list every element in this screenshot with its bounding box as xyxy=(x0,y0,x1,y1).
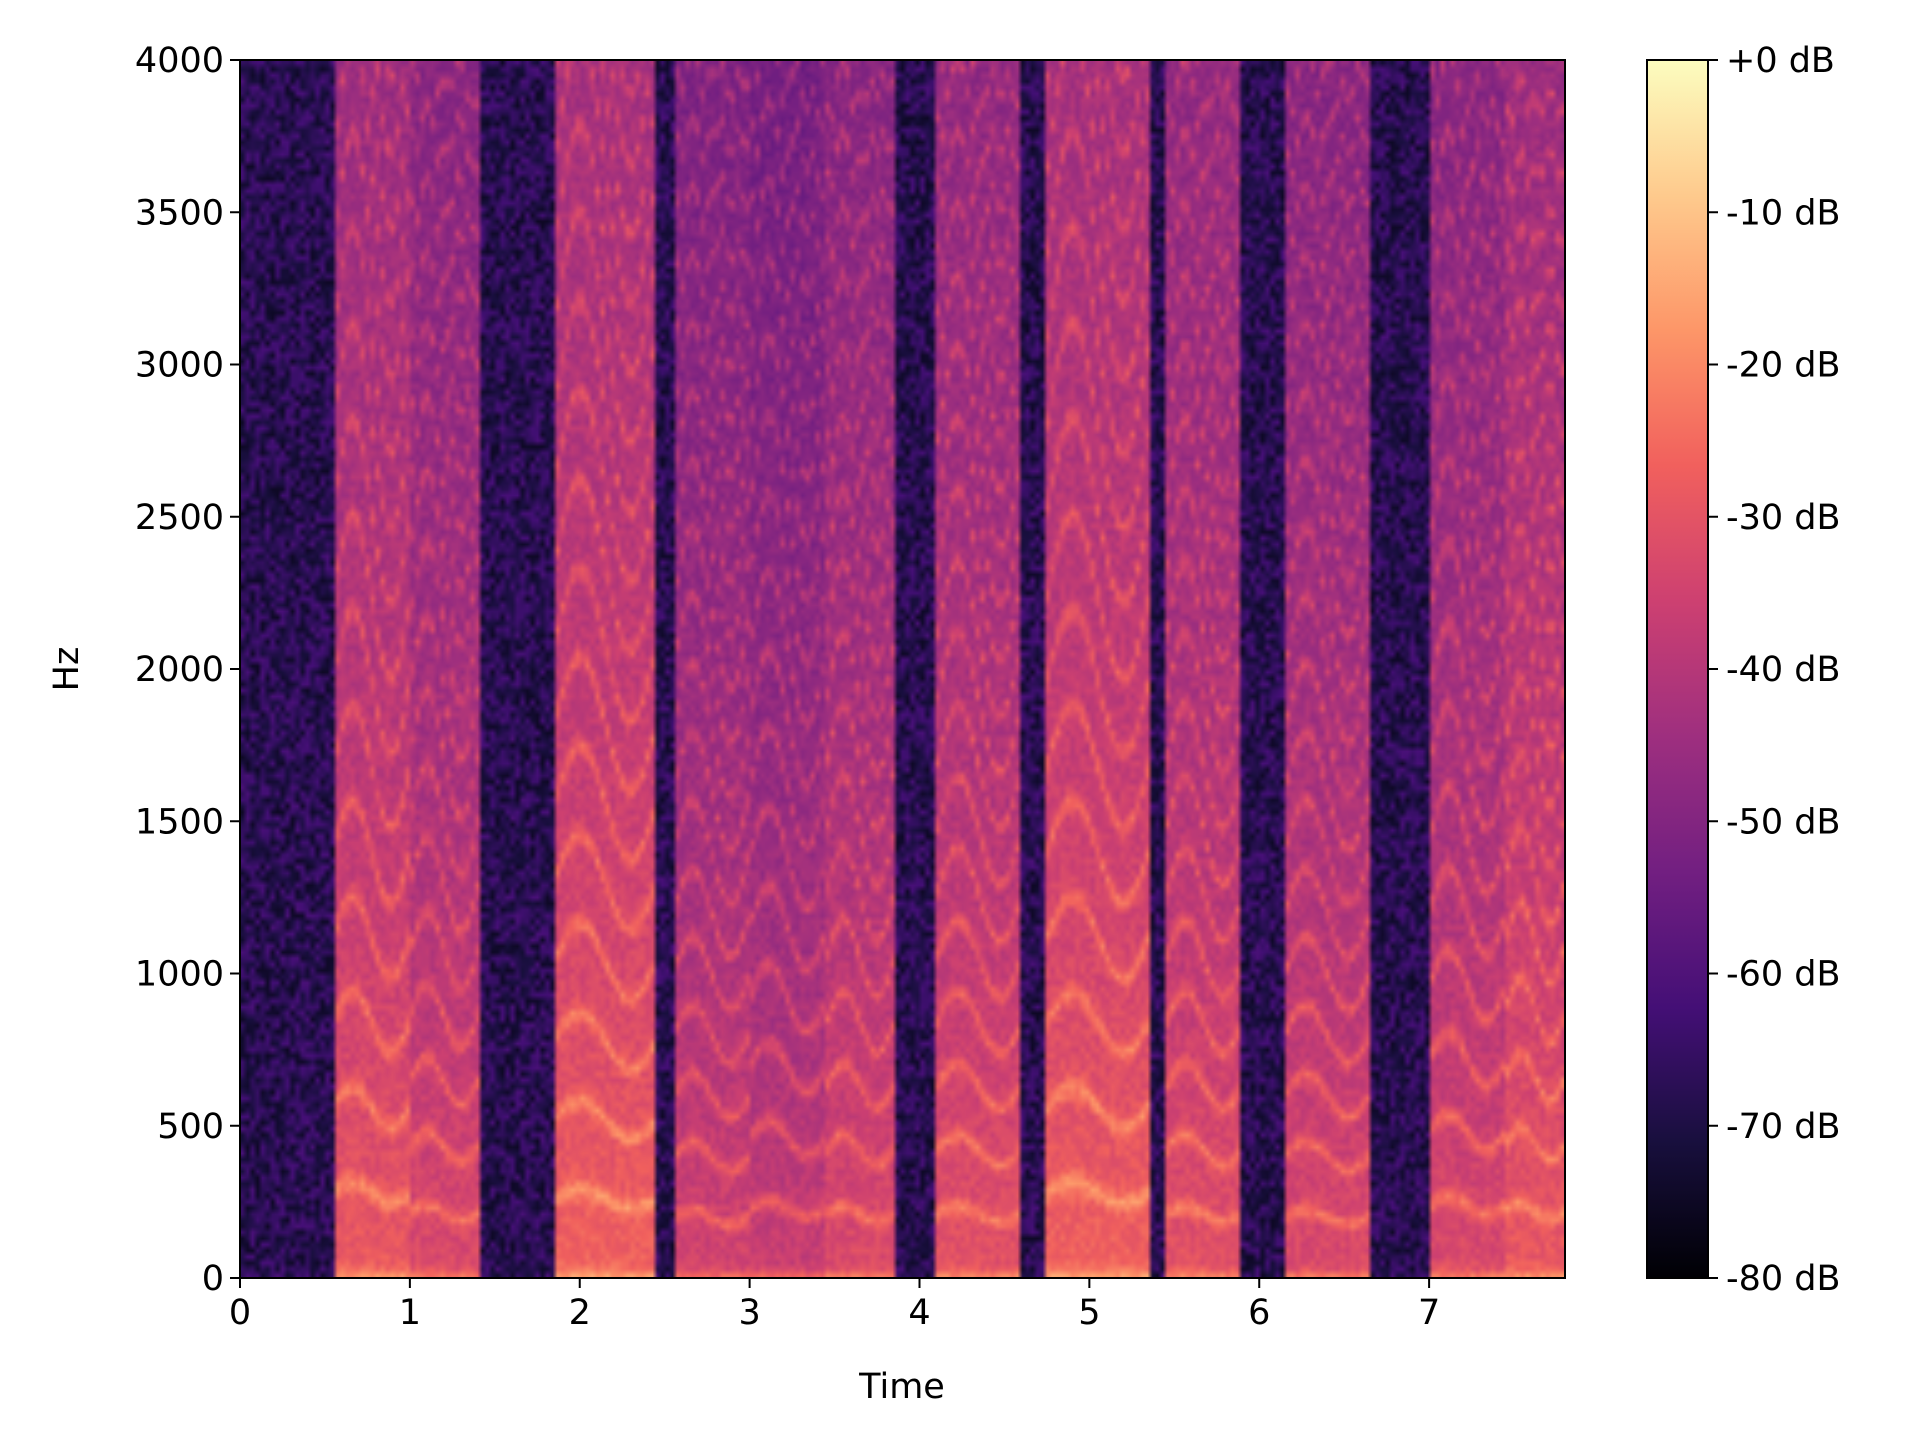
colorbar-gradient xyxy=(1646,59,1709,1279)
x-tick-label: 1 xyxy=(399,1293,421,1333)
colorbar-tick-label: -60 dB xyxy=(1726,955,1841,995)
spectrogram-heatmap xyxy=(240,60,1565,1278)
colorbar-tick-label: +0 dB xyxy=(1726,41,1835,81)
colorbar-tick-label: -20 dB xyxy=(1726,346,1841,386)
y-tick-label: 3000 xyxy=(135,346,224,386)
x-tick-label: 0 xyxy=(229,1293,251,1333)
y-tick-label: 500 xyxy=(157,1107,224,1147)
y-tick-label: 2000 xyxy=(135,650,224,690)
x-axis: 0 1 2 3 4 5 6 7 xyxy=(229,1278,1440,1333)
x-tick-label: 2 xyxy=(569,1293,591,1333)
y-axis-label: Hz xyxy=(47,647,87,692)
x-axis-label: Time xyxy=(858,1367,945,1407)
y-tick-label: 4000 xyxy=(135,41,224,81)
spectrogram-image xyxy=(240,60,1565,1278)
colorbar-tick-label: -70 dB xyxy=(1726,1107,1841,1147)
colorbar-tick-label: -30 dB xyxy=(1726,498,1841,538)
x-tick-label: 4 xyxy=(908,1293,930,1333)
y-tick-label: 3500 xyxy=(135,193,224,233)
x-tick-label: 6 xyxy=(1248,1293,1270,1333)
colorbar-tick-label: -80 dB xyxy=(1726,1259,1841,1299)
plot-area xyxy=(239,59,1566,1279)
x-tick-label: 5 xyxy=(1078,1293,1100,1333)
x-tick-label: 7 xyxy=(1418,1293,1440,1333)
colorbar-ticks: +0 dB -10 dB -20 dB -30 dB -40 dB -50 dB -60 d… xyxy=(1708,41,1841,1299)
colorbar-tick-label: -50 dB xyxy=(1726,802,1841,842)
colorbar-tick-label: -40 dB xyxy=(1726,650,1841,690)
x-tick-label: 3 xyxy=(738,1293,760,1333)
y-tick-label: 1500 xyxy=(135,802,224,842)
y-tick-label: 1000 xyxy=(135,955,224,995)
y-tick-label: 2500 xyxy=(135,498,224,538)
y-tick-label: 0 xyxy=(202,1259,224,1299)
colorbar: +0 dB -10 dB -20 dB -30 dB -40 dB -50 dB -60 d… xyxy=(1646,41,1841,1299)
colorbar-tick-label: -10 dB xyxy=(1726,193,1841,233)
y-axis: 0 500 1000 1500 2000 2500 3000 3500 4000 xyxy=(135,41,240,1299)
